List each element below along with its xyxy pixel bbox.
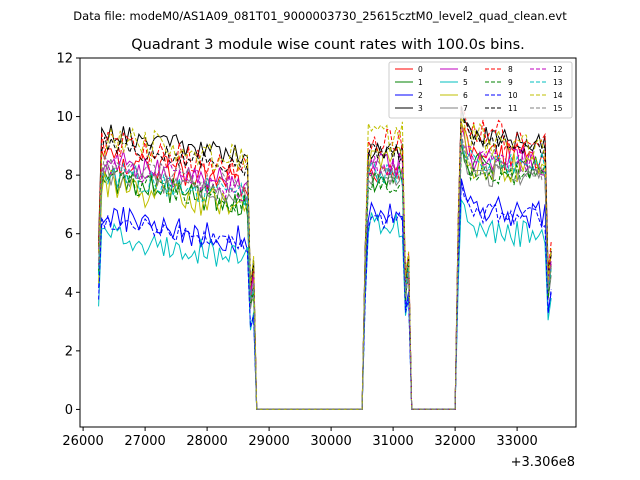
legend-label-11: 11: [508, 104, 518, 113]
series-line-5: [98, 198, 552, 410]
y-tick-label: 10: [56, 110, 73, 125]
legend-label-0: 0: [418, 65, 423, 74]
legend-box: [388, 61, 573, 119]
y-tick-label: 2: [65, 344, 73, 359]
y-tick-label: 12: [56, 52, 73, 67]
x-tick-label: 30000: [310, 434, 351, 449]
x-offset-label: +3.306e8: [511, 455, 575, 470]
legend-label-4: 4: [463, 65, 468, 74]
x-tick-label: 26000: [62, 434, 103, 449]
legend-label-6: 6: [463, 91, 468, 100]
y-tick-label: 0: [65, 403, 73, 418]
chart-suptitle: Data file: modeM0/AS1A09_081T01_90000037…: [73, 9, 567, 23]
x-tick-label: 33000: [496, 434, 537, 449]
x-tick-label: 32000: [434, 434, 475, 449]
legend-label-10: 10: [508, 91, 518, 100]
y-tick-label: 8: [65, 169, 73, 184]
series-line-15: [98, 132, 552, 410]
y-axis: 0 2 4 6 8 10 12: [56, 52, 80, 418]
legend-label-2: 2: [418, 91, 423, 100]
legend-label-14: 14: [553, 91, 563, 100]
axes-frame: [79, 57, 577, 428]
legend-label-3: 3: [418, 104, 423, 113]
x-axis: 26000 27000 28000 29000 30000 31000 32000 33000: [62, 427, 538, 449]
legend-label-1: 1: [418, 78, 423, 87]
legend-label-13: 13: [553, 78, 563, 87]
x-tick-label: 28000: [186, 434, 227, 449]
plot-lines: [98, 105, 552, 410]
x-tick-label: 29000: [248, 434, 289, 449]
legend-label-7: 7: [463, 104, 468, 113]
x-tick-label: 31000: [372, 434, 413, 449]
x-tick-label: 27000: [124, 434, 165, 449]
legend-label-9: 9: [508, 78, 513, 87]
series-line-10: [98, 182, 552, 410]
series-line-2: [98, 178, 552, 410]
legend-label-15: 15: [553, 104, 563, 113]
series-line-14: [98, 117, 552, 410]
chart-title: Quadrant 3 module wise count rates with …: [131, 37, 525, 53]
legend-label-5: 5: [463, 78, 468, 87]
y-tick-label: 4: [65, 286, 73, 301]
legend-label-12: 12: [553, 65, 563, 74]
series-line-8: [98, 105, 552, 410]
y-tick-label: 6: [65, 227, 73, 242]
legend-label-8: 8: [508, 65, 513, 74]
